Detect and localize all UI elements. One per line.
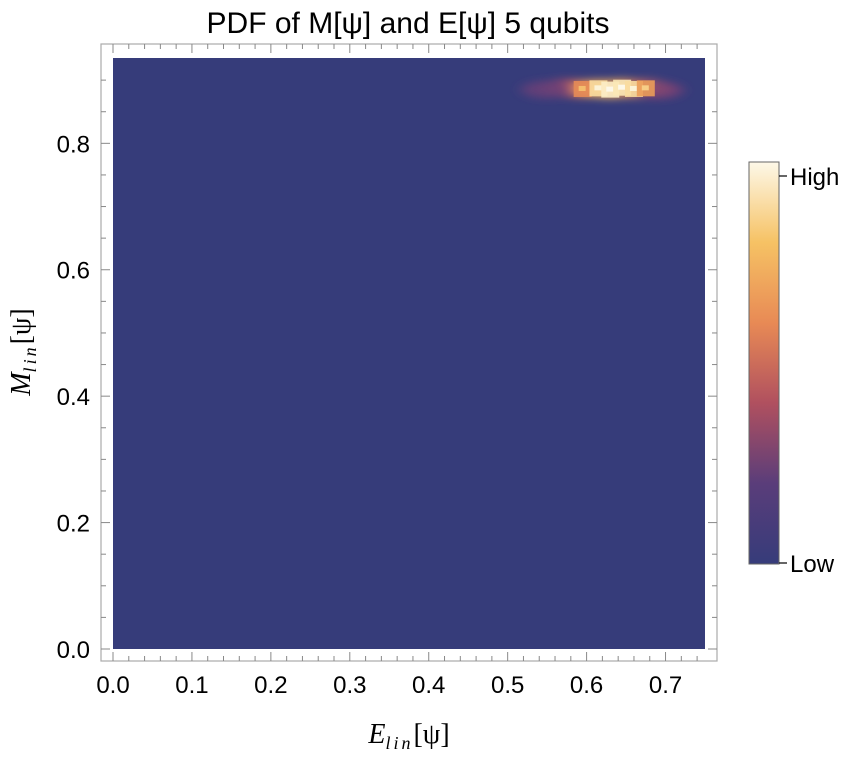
y-tick-label: 0.6	[57, 258, 90, 285]
density-core-5	[629, 85, 637, 91]
density-core-4	[618, 84, 626, 90]
x-tick-label: 0.6	[570, 672, 603, 699]
y-tick-label: 0.2	[57, 511, 90, 538]
x-axis-label-main: E	[367, 719, 385, 750]
y-axis-label: Mlin[ψ]	[6, 308, 40, 397]
y-axis-ticks: 0.0 0.2 0.4 0.6 0.8	[57, 79, 717, 664]
heatmap-background	[113, 58, 705, 649]
colorbar	[748, 161, 780, 565]
x-axis-label: Elin[ψ]	[367, 719, 449, 753]
density-core-3	[606, 86, 614, 92]
y-tick-label: 0.4	[57, 384, 90, 411]
density-core-6	[641, 85, 649, 91]
x-tick-label: 0.5	[491, 672, 524, 699]
x-tick-label: 0.7	[649, 672, 682, 699]
y-axis-label-main: M	[6, 371, 37, 397]
density-core-1	[578, 85, 586, 91]
x-tick-label: 0.1	[175, 672, 208, 699]
y-tick-label: 0.8	[57, 131, 90, 158]
x-tick-label: 0.3	[333, 672, 366, 699]
x-axis-label-arg: [ψ]	[413, 719, 449, 750]
density-core-2	[594, 85, 602, 91]
y-tick-label: 0.0	[57, 637, 90, 664]
plot-frame	[100, 43, 718, 662]
colorbar-legend: High Low	[748, 161, 839, 578]
colorbar-low-label: Low	[790, 551, 835, 578]
x-tick-label: 0.4	[412, 672, 445, 699]
colorbar-high-label: High	[790, 164, 839, 191]
y-axis-label-arg: [ψ]	[6, 308, 37, 344]
density-peaks	[521, 78, 684, 100]
x-tick-label: 0.0	[96, 672, 129, 699]
y-axis-label-sub: lin	[20, 344, 40, 372]
x-axis-label-sub: lin	[385, 733, 413, 753]
x-tick-label: 0.2	[254, 672, 287, 699]
chart-title: PDF of M[ψ] and E[ψ] 5 qubits	[207, 7, 610, 40]
density-glow-7	[521, 80, 574, 99]
x-axis-ticks: 0.0 0.1 0.2 0.3 0.4 0.5 0.6 0.7	[96, 44, 698, 699]
